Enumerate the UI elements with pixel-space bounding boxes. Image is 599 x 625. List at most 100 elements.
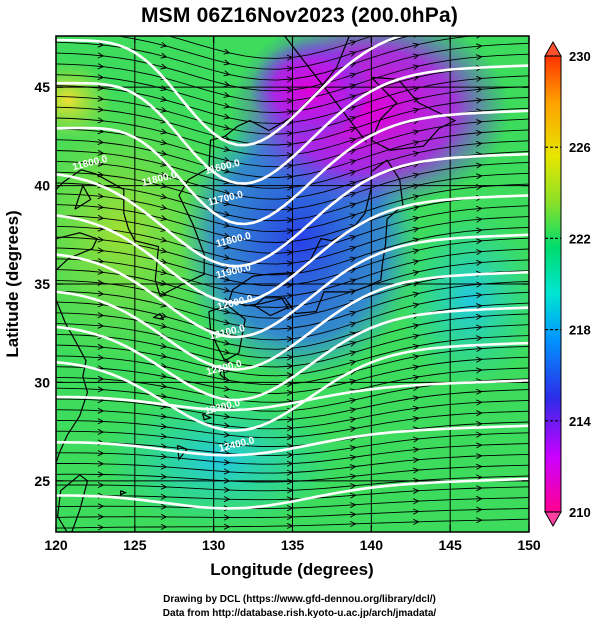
- wind-arrowhead: [160, 247, 168, 254]
- wind-arrowhead: [475, 43, 483, 50]
- colorbar: 230 226 222 218 214 210: [544, 40, 591, 528]
- wind-arrowhead: [160, 171, 168, 178]
- wind-arrowhead: [413, 22, 419, 27]
- wind-arrowhead: [223, 113, 231, 120]
- wind-arrowhead: [223, 339, 231, 346]
- height-contour: [56, 424, 529, 457]
- wind-arrowhead: [412, 215, 420, 222]
- wind-arrowhead: [160, 215, 168, 222]
- wind-arrowhead: [412, 395, 420, 402]
- wind-arrowhead: [476, 453, 483, 460]
- wind-arrowhead: [476, 431, 483, 438]
- wind-arrowhead: [475, 399, 483, 406]
- wind-arrowhead: [223, 308, 231, 315]
- wind-arrowhead: [160, 204, 168, 211]
- wind-arrowhead: [349, 115, 357, 122]
- wind-arrowhead: [97, 354, 105, 361]
- wind-arrowhead: [97, 513, 105, 520]
- wind-arrowhead: [349, 378, 357, 385]
- wind-arrowhead: [223, 286, 231, 293]
- cold-purple-core: [250, 40, 370, 140]
- wind-arrowhead: [349, 159, 357, 166]
- wind-arrowhead: [286, 505, 294, 512]
- wind-arrowhead: [476, 442, 483, 449]
- wind-arrowhead: [475, 129, 483, 136]
- wind-arrowhead: [160, 373, 168, 380]
- wind-arrowhead: [286, 487, 294, 494]
- wind-arrowhead: [223, 514, 231, 521]
- x-tick-label: 135: [281, 537, 305, 553]
- wind-arrowhead: [223, 358, 231, 365]
- wind-arrowhead: [349, 83, 357, 90]
- wind-arrowhead: [412, 374, 420, 381]
- wind-arrowhead: [476, 36, 482, 39]
- wind-arrowhead: [349, 50, 357, 57]
- wind-arrowhead: [97, 524, 105, 531]
- wind-arrowhead: [349, 180, 357, 187]
- wind-arrowhead: [160, 342, 168, 349]
- wind-arrowhead: [286, 425, 294, 432]
- wind-arrowhead: [475, 345, 483, 352]
- wind-arrowhead: [349, 213, 357, 220]
- wind-arrowhead: [412, 183, 420, 190]
- wind-arrowhead: [286, 381, 294, 388]
- wind-arrowhead: [286, 217, 294, 224]
- wind-arrowhead: [223, 146, 231, 152]
- wind-arrowhead: [223, 243, 231, 250]
- wind-arrowhead: [412, 194, 420, 201]
- x-tick-label: 140: [360, 537, 384, 553]
- wind-arrowhead: [97, 84, 105, 91]
- wind-arrowhead: [97, 418, 105, 425]
- wind-arrowhead: [475, 281, 483, 288]
- wind-arrowhead: [286, 336, 294, 343]
- wind-arrowhead: [475, 140, 483, 147]
- wind-arrowhead: [349, 483, 357, 490]
- wind-arrowhead: [412, 53, 420, 60]
- wind-arrowhead: [412, 446, 420, 453]
- wind-arrowhead: [412, 508, 420, 515]
- wind-arrowhead: [412, 226, 420, 233]
- colorbar-tick-label: 222: [569, 231, 591, 246]
- wind-arrowhead: [97, 204, 105, 211]
- wind-arrowhead: [475, 97, 483, 104]
- wind-arrowhead: [475, 86, 483, 93]
- wind-arrowhead: [349, 170, 357, 176]
- wind-arrowhead: [160, 139, 168, 146]
- wind-arrowhead: [412, 86, 420, 92]
- wind-arrowhead: [413, 518, 420, 525]
- wind-arrowhead: [286, 87, 294, 94]
- wind-arrowhead: [286, 54, 294, 61]
- x-tick-label: 145: [438, 537, 462, 553]
- colorbar-tick-label: 226: [569, 140, 591, 155]
- wind-arrowhead: [286, 152, 294, 159]
- colorbar-tick-label: 210: [569, 505, 591, 520]
- wind-arrowhead: [160, 423, 168, 430]
- wind-arrowhead: [160, 393, 168, 400]
- wind-arrowhead: [349, 289, 357, 295]
- wind-arrowhead: [223, 70, 231, 77]
- wind-arrowhead: [223, 167, 231, 174]
- wind-arrowhead: [475, 227, 483, 234]
- wind-arrowhead: [349, 407, 357, 414]
- wind-arrowhead: [223, 431, 231, 438]
- wind-arrowhead: [349, 278, 357, 285]
- credit-dcl: Drawing by DCL (https://www.gfd-dennou.o…: [163, 594, 436, 605]
- x-tick-label: 125: [123, 537, 147, 553]
- wind-arrowhead: [412, 107, 420, 114]
- wind-arrowhead: [97, 139, 105, 146]
- height-contour: [56, 194, 529, 304]
- colorbar-tick-label: 214: [569, 414, 591, 429]
- wind-arrowhead: [97, 171, 105, 178]
- wind-arrowhead: [412, 42, 420, 49]
- wind-arrowhead: [223, 189, 231, 196]
- y-tick-label: 40: [34, 178, 50, 194]
- y-tick-label: 30: [34, 374, 50, 390]
- height-contour: [56, 341, 529, 432]
- wind-arrowhead: [223, 81, 231, 88]
- wind-arrowhead: [160, 523, 168, 530]
- wind-arrowhead: [160, 106, 168, 113]
- wind-arrowhead: [475, 119, 483, 126]
- height-contour: [56, 379, 529, 412]
- wind-arrowhead: [223, 276, 231, 282]
- wind-arrowhead: [286, 271, 294, 278]
